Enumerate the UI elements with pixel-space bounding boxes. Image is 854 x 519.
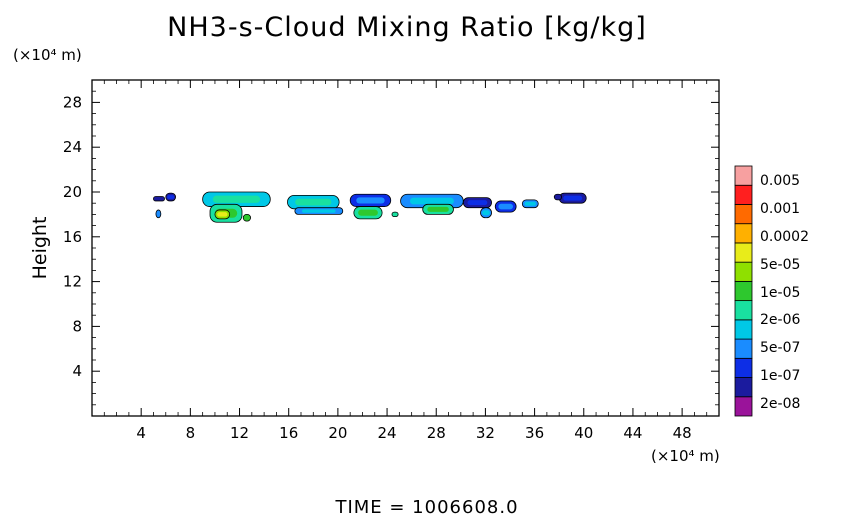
cloud-patch <box>353 206 383 220</box>
colorbar-swatch <box>734 357 753 378</box>
colorbar-swatch <box>734 319 753 340</box>
x-tick-label: 28 <box>427 424 446 442</box>
colorbar-swatch <box>734 280 753 302</box>
colorbar-swatch <box>734 165 753 186</box>
cloud-patch <box>202 191 271 207</box>
y-tick-label: 20 <box>63 183 82 201</box>
cloud-patch-core <box>217 212 228 217</box>
chart-title: NH3-s-Cloud Mixing Ratio [kg/kg] <box>167 12 647 43</box>
cloud-patch <box>480 207 492 219</box>
cloud-patch <box>391 211 399 218</box>
cloud-patch <box>287 194 340 210</box>
cloud-patch-core <box>212 195 261 203</box>
y-tick-label: 24 <box>63 138 82 156</box>
colorbar-label: 5e-07 <box>760 340 800 356</box>
colorbar-swatch <box>734 223 753 244</box>
colorbar-swatch <box>734 184 753 205</box>
cloud-patch-core <box>167 195 175 199</box>
cloud-patch-core <box>467 200 488 206</box>
colorbar: 0.005 0.001 0.0002 5e-05 1e-05 2e-06 5e-07 1e-0… <box>734 165 809 417</box>
colorbar-swatch <box>734 300 753 321</box>
y-axis-unit: (×10⁴ m) <box>13 46 82 64</box>
x-tick-label: 32 <box>476 424 495 442</box>
x-tick-label: 8 <box>186 424 196 442</box>
colorbar-swatch <box>734 261 753 282</box>
colorbar-swatch <box>734 396 753 417</box>
plot-frame <box>91 79 720 417</box>
colorbar-label: 0.001 <box>760 201 800 217</box>
x-tick-label: 12 <box>230 424 249 442</box>
cloud-patch <box>521 199 539 209</box>
cloud-patch <box>558 192 587 204</box>
colorbar-swatch <box>734 242 753 263</box>
y-tick-label: 8 <box>72 317 82 335</box>
cloud-patches <box>153 191 587 223</box>
cloud-patch-core <box>427 206 449 212</box>
cloud-patch <box>209 203 243 223</box>
cloud-patch-core <box>214 208 238 218</box>
cloud-patch <box>214 209 231 220</box>
x-tick-label: 16 <box>279 424 298 442</box>
cloud-patch <box>242 213 251 222</box>
cloud-patch-core <box>563 195 583 201</box>
x-axis-unit: (×10⁴ m) <box>651 447 720 465</box>
x-tick-label: 48 <box>673 424 692 442</box>
cloud-patch-core <box>356 197 385 204</box>
colorbar-label: 0.005 <box>760 173 800 189</box>
colorbar-swatch <box>734 377 753 398</box>
cloud-patch <box>400 193 464 209</box>
colorbar-label: 5e-05 <box>760 257 800 273</box>
colorbar-swatch <box>734 338 753 359</box>
x-tick-label: 24 <box>378 424 397 442</box>
y-tick-label: 12 <box>63 273 82 291</box>
time-stamp: TIME = 1006608.0 <box>335 497 519 518</box>
cloud-patch <box>155 209 162 219</box>
x-tick-label: 40 <box>574 424 593 442</box>
y-axis-label: Height <box>29 217 51 280</box>
cloud-patch-core <box>524 201 536 206</box>
cloud-patch-core <box>302 209 336 213</box>
y-tick-label: 16 <box>63 228 82 246</box>
colorbar-label: 1e-05 <box>760 285 800 301</box>
cloud-patch <box>422 203 454 215</box>
colorbar-label: 1e-07 <box>760 368 800 384</box>
cloud-patch-core <box>358 209 378 216</box>
cloud-patch <box>165 192 177 202</box>
cloud-patch <box>462 197 492 209</box>
y-tick-label: 4 <box>72 362 82 380</box>
colorbar-label: 2e-06 <box>760 312 800 328</box>
colorbar-label: 0.0002 <box>760 229 809 245</box>
x-tick-label: 20 <box>328 424 347 442</box>
x-tick-label: 4 <box>136 424 146 442</box>
cloud-patch <box>153 196 165 202</box>
cloud-patch <box>553 193 563 201</box>
cloud-patch-core <box>498 203 514 210</box>
cloud-patch-core <box>295 198 332 206</box>
colorbar-label: 2e-08 <box>760 396 800 412</box>
x-tick-label: 44 <box>623 424 642 442</box>
cloud-patch <box>349 193 392 207</box>
cloud-patch <box>294 207 344 215</box>
colorbar-swatch <box>734 204 753 225</box>
cloud-patch-core <box>482 210 490 216</box>
cloud-patch <box>494 200 517 213</box>
x-tick-label: 36 <box>525 424 544 442</box>
cloud-patch-core <box>409 197 454 205</box>
y-tick-label: 28 <box>63 93 82 111</box>
